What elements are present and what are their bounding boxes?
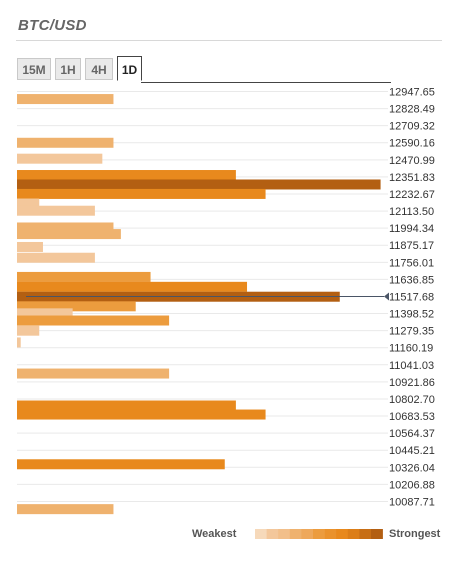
y-tick-label: 12232.67 <box>389 189 435 201</box>
chart-title: BTC/USD <box>18 17 87 34</box>
y-tick-label: 10921.86 <box>389 377 435 389</box>
confluence-bar <box>17 170 236 181</box>
y-tick-label: 12590.16 <box>389 138 435 150</box>
confluence-bar <box>17 241 43 252</box>
legend-swatch <box>347 529 360 539</box>
tab-15m[interactable]: 15M <box>17 58 51 80</box>
confluence-bar <box>17 137 114 148</box>
y-tick-label: 11756.01 <box>389 257 434 269</box>
legend-strongest-label: Strongest <box>389 528 441 540</box>
y-tick-label: 11160.19 <box>389 343 433 355</box>
legend-swatch <box>324 529 337 539</box>
confluence-bar <box>17 459 225 470</box>
confluence-bar <box>17 198 40 209</box>
y-tick-label: 10445.21 <box>389 445 435 457</box>
confluence-bar <box>17 229 121 240</box>
confluence-bar <box>17 368 170 379</box>
confluence-bar <box>17 222 114 233</box>
legend-swatch <box>301 529 314 539</box>
y-tick-label: 10564.37 <box>389 428 435 440</box>
confluence-bar <box>17 94 114 105</box>
current-price-marker <box>384 292 389 301</box>
y-tick-label: 10206.88 <box>389 479 435 491</box>
y-tick-label: 11636.85 <box>389 274 434 286</box>
y-tick-label: 11398.52 <box>389 309 434 321</box>
title-divider <box>16 40 442 41</box>
confluence-bar <box>17 409 266 420</box>
y-tick-label: 12828.49 <box>389 104 435 116</box>
tab-1h[interactable]: 1H <box>55 58 81 80</box>
y-tick-label: 11279.35 <box>389 326 434 338</box>
legend-swatch <box>266 529 279 539</box>
confluence-bar <box>17 315 170 326</box>
confluence-bar <box>17 153 103 164</box>
confluence-bar <box>17 504 114 515</box>
legend-swatch <box>255 529 267 539</box>
y-tick-label: 12113.50 <box>389 206 434 218</box>
y-tick-label: 12470.99 <box>389 155 435 167</box>
y-tick-label: 10326.04 <box>389 462 435 474</box>
confluence-bar <box>17 337 21 348</box>
confluence-bar <box>17 400 236 411</box>
legend-swatch <box>359 529 372 539</box>
y-tick-label: 11517.68 <box>389 291 434 303</box>
confluence-bar <box>17 188 266 199</box>
y-tick-label: 12351.83 <box>389 172 435 184</box>
confluence-bar <box>17 179 381 190</box>
legend-weakest-label: Weakest <box>192 528 237 540</box>
legend-swatch <box>313 529 325 539</box>
confluence-bar <box>17 281 248 292</box>
legend-swatch <box>278 529 291 539</box>
tab-underline <box>141 82 391 83</box>
y-tick-label: 12709.32 <box>389 121 435 133</box>
y-tick-label: 12947.65 <box>389 87 435 99</box>
legend-swatch <box>289 529 302 539</box>
tab-4h[interactable]: 4H <box>85 58 113 80</box>
confluence-bar <box>17 205 95 216</box>
y-tick-label: 11041.03 <box>389 360 434 372</box>
y-tick-label: 11875.17 <box>389 240 434 252</box>
legend-swatch <box>371 529 383 539</box>
confluence-bar <box>17 301 136 312</box>
confluence-bar <box>17 271 151 282</box>
y-tick-label: 10683.53 <box>389 411 435 423</box>
confluence-bar <box>17 325 40 336</box>
y-tick-label: 10802.70 <box>389 394 435 406</box>
y-tick-label: 10087.71 <box>389 496 435 508</box>
confluence-bar <box>17 252 95 263</box>
confluence-bar <box>17 308 73 319</box>
legend-swatch <box>336 529 349 539</box>
tab-1d[interactable]: 1D <box>117 56 142 81</box>
y-tick-label: 11994.34 <box>389 223 434 235</box>
